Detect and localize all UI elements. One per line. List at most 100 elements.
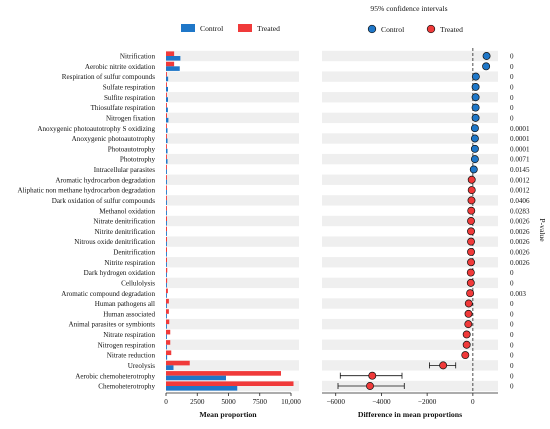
bar-control bbox=[166, 293, 167, 298]
bar-control bbox=[166, 334, 167, 340]
ci-row-band bbox=[322, 360, 498, 371]
bar-control bbox=[166, 138, 168, 144]
category-label: Photoautotrophy bbox=[108, 145, 156, 153]
ci-row-band bbox=[322, 277, 498, 289]
bar-treated bbox=[166, 340, 171, 345]
bar-x-tick-label: 2500 bbox=[190, 398, 205, 406]
bar-row-band bbox=[166, 277, 299, 289]
p-value: 0 bbox=[510, 383, 514, 391]
bar-control bbox=[166, 148, 168, 154]
bar-x-axis-title: Mean proportion bbox=[199, 410, 257, 419]
bar-treated bbox=[166, 309, 169, 314]
bar-row-band bbox=[166, 50, 299, 62]
bar-control bbox=[166, 344, 167, 350]
ci-point bbox=[470, 124, 479, 133]
bar-treated bbox=[166, 257, 167, 263]
category-label: Chemoheterotrophy bbox=[98, 383, 155, 391]
ci-point bbox=[466, 268, 475, 277]
bar-control bbox=[166, 313, 167, 319]
bar-treated bbox=[166, 226, 167, 232]
bar-treated bbox=[166, 298, 169, 304]
bar-treated bbox=[166, 247, 167, 252]
bar-treated bbox=[166, 51, 175, 56]
bar-control bbox=[166, 159, 168, 164]
ci-point bbox=[466, 289, 475, 298]
p-value: 0.0283 bbox=[510, 207, 530, 215]
bar-row-band bbox=[166, 112, 299, 124]
ci-row-band bbox=[322, 339, 498, 350]
bar-treated bbox=[166, 381, 294, 386]
bar-control bbox=[166, 128, 168, 133]
ci-row-band bbox=[322, 92, 498, 103]
category-label: Intracellular parasites bbox=[94, 166, 155, 174]
category-label: Nitrite denitrification bbox=[95, 228, 156, 236]
legend-marker-control bbox=[367, 24, 377, 34]
bar-control bbox=[166, 200, 167, 205]
bar-row-band bbox=[166, 174, 299, 185]
bar-treated bbox=[166, 267, 168, 273]
p-value: 0 bbox=[510, 114, 514, 122]
ci-point bbox=[482, 52, 491, 60]
bar-control bbox=[166, 210, 167, 216]
p-value: 0 bbox=[510, 362, 514, 370]
p-value: 0 bbox=[510, 341, 514, 349]
p-value: 0.0012 bbox=[510, 176, 530, 184]
ci-x-tick-label: −4000 bbox=[372, 398, 391, 406]
p-value: 0 bbox=[510, 321, 514, 329]
ci-row-band bbox=[322, 298, 498, 309]
ci-row-band bbox=[322, 195, 498, 206]
ci-x-tick-label: 0 bbox=[471, 398, 475, 406]
bar-control bbox=[166, 97, 168, 102]
bar-control bbox=[166, 355, 168, 360]
bar-row-band bbox=[166, 133, 299, 144]
bar-treated bbox=[166, 102, 167, 108]
category-label: Anoxygenic photoautotrophy S oxidizing bbox=[37, 125, 155, 133]
ci-x-tick-label: −6000 bbox=[326, 398, 345, 406]
ci-point bbox=[462, 340, 471, 349]
p-value: 0.0406 bbox=[510, 197, 530, 205]
ci-row-band bbox=[322, 257, 498, 268]
ci-row-band bbox=[322, 50, 498, 62]
category-label: Aerobic nitrite oxidation bbox=[85, 63, 156, 71]
bar-treated bbox=[166, 195, 167, 201]
p-value: 0 bbox=[510, 300, 514, 308]
bar-treated bbox=[166, 288, 168, 294]
category-label: Cellulolysis bbox=[121, 279, 155, 287]
bar-treated bbox=[166, 72, 167, 77]
ci-point bbox=[467, 247, 475, 256]
bar-control bbox=[166, 386, 238, 391]
legend-swatch-control bbox=[181, 24, 195, 32]
category-label: Aerobic chemoheterotrophy bbox=[75, 372, 155, 380]
ci-point bbox=[467, 206, 476, 215]
bar-row-band bbox=[166, 298, 299, 309]
bar-row-band bbox=[166, 339, 299, 350]
ci-point bbox=[470, 155, 479, 164]
ci-x-axis-title: Difference in mean proportions bbox=[358, 410, 462, 419]
p-value: 0 bbox=[510, 352, 514, 360]
ci-row-band bbox=[322, 133, 498, 144]
bar-treated bbox=[166, 154, 167, 160]
ci-point bbox=[462, 330, 471, 339]
category-label: Ureolysis bbox=[128, 362, 155, 370]
ci-point bbox=[470, 144, 479, 153]
legend-label-treated: Treated bbox=[257, 24, 280, 33]
bar-row-band bbox=[166, 195, 299, 206]
category-label: Phototrophy bbox=[120, 156, 156, 164]
bar-row-band bbox=[166, 360, 299, 371]
legend-marker-treated bbox=[426, 24, 436, 34]
bar-x-tick-label: 5000 bbox=[221, 398, 236, 406]
bar-control bbox=[166, 251, 167, 257]
p-value: 0 bbox=[510, 104, 514, 112]
ci-row-band bbox=[322, 153, 498, 165]
p-value: 0 bbox=[510, 310, 514, 318]
bar-control bbox=[166, 179, 167, 185]
category-label: Sulfite respiration bbox=[104, 94, 155, 102]
p-value: 0 bbox=[510, 84, 514, 92]
ci-point bbox=[366, 382, 374, 390]
bar-treated bbox=[166, 206, 167, 211]
ci-legend-label-control: Control bbox=[381, 25, 404, 34]
bar-treated bbox=[166, 329, 171, 335]
category-label: Thiosulfate respiration bbox=[91, 104, 156, 112]
p-value: 0 bbox=[510, 279, 514, 287]
category-label: Animal parasites or symbionts bbox=[69, 321, 156, 329]
